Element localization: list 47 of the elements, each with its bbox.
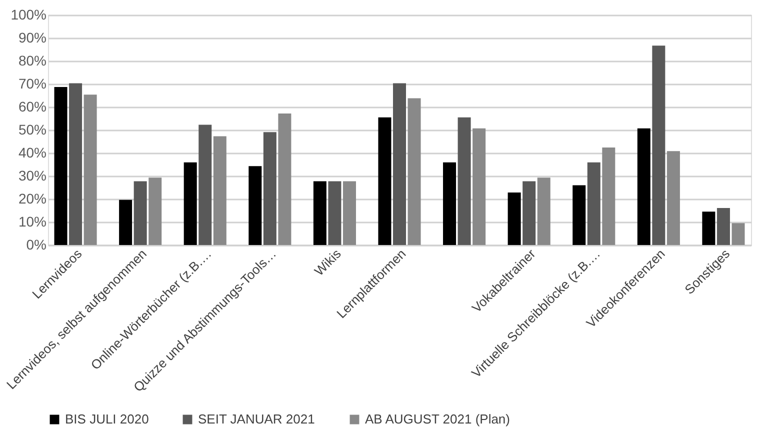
bar xyxy=(378,117,392,245)
bar xyxy=(393,83,406,245)
bar xyxy=(458,117,471,245)
bar xyxy=(443,162,456,245)
bar xyxy=(313,181,326,245)
bar xyxy=(278,113,292,245)
bar xyxy=(198,124,212,245)
bar xyxy=(666,151,680,245)
bar xyxy=(342,181,356,245)
y-tick-label: 80% xyxy=(18,52,46,68)
y-tick-label: 100% xyxy=(10,6,46,22)
bar xyxy=(537,178,550,245)
bar xyxy=(637,128,650,245)
y-tick-label: 60% xyxy=(18,98,46,114)
bar xyxy=(702,212,716,245)
legend-label: SEIT JANUAR 2021 xyxy=(198,412,315,427)
bar xyxy=(69,83,82,245)
bar xyxy=(732,223,745,245)
bar xyxy=(508,192,521,245)
bar xyxy=(263,132,276,245)
y-tick-label: 70% xyxy=(18,76,46,92)
bar xyxy=(716,208,730,245)
bar xyxy=(587,162,600,245)
bar xyxy=(84,94,97,245)
legend-label: AB AUGUST 2021 (Plan) xyxy=(365,412,510,427)
bar xyxy=(134,181,147,245)
y-tick-label: 10% xyxy=(18,214,46,230)
bar xyxy=(408,98,421,245)
y-tick-label: 40% xyxy=(18,144,46,160)
y-tick-label: 50% xyxy=(18,122,46,138)
bar xyxy=(328,181,342,245)
bar xyxy=(602,147,616,245)
bar xyxy=(148,178,162,245)
bar xyxy=(54,86,68,245)
y-tick-label: 30% xyxy=(18,168,46,184)
y-tick-label: 20% xyxy=(18,190,46,206)
bar xyxy=(652,46,666,245)
bar xyxy=(522,181,536,245)
bar xyxy=(184,162,197,245)
bar xyxy=(572,185,586,245)
y-tick-label: 90% xyxy=(18,30,46,46)
legend-label: BIS JULI 2020 xyxy=(65,412,149,427)
bar xyxy=(248,166,262,245)
bar xyxy=(119,200,132,245)
bar xyxy=(472,128,486,245)
y-tick-label: 0% xyxy=(26,236,46,252)
bar xyxy=(213,136,226,245)
